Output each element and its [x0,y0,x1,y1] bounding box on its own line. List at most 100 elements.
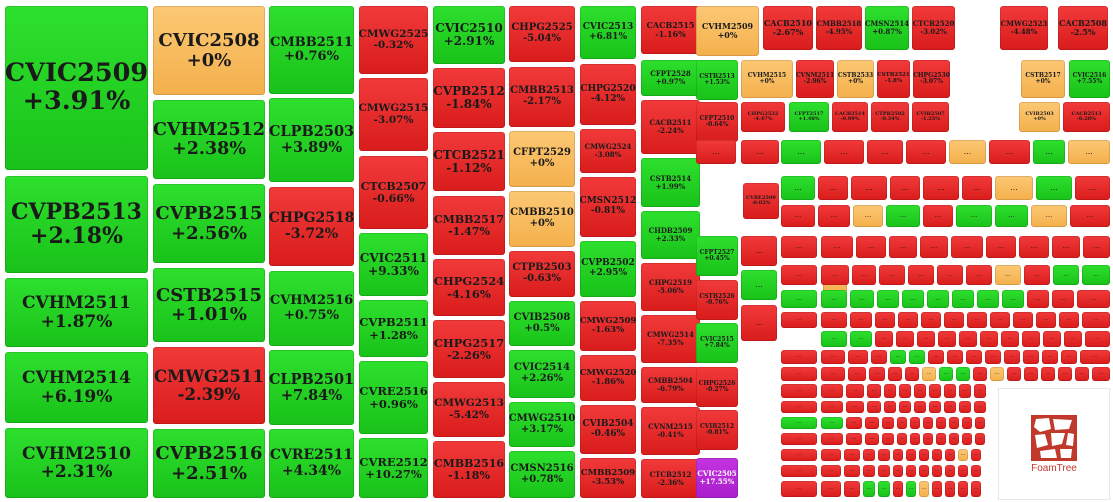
treemap-cell-collapsed[interactable]: ... [867,384,881,398]
treemap-cell-collapsed[interactable]: ... [893,481,903,497]
treemap-cell[interactable]: CHPG2517 -2.26% [433,320,505,378]
treemap-cell-collapsed[interactable]: ... [944,384,956,398]
treemap-cell[interactable]: CVHM2515 +0% [741,60,793,98]
treemap-cell-collapsed[interactable]: ... [1061,350,1077,364]
treemap-cell-collapsed[interactable]: ... [781,401,817,413]
treemap-cell[interactable]: CVPB2516 +2.51% [153,429,265,498]
treemap-cell-collapsed[interactable]: ... [919,481,929,497]
treemap-cell-collapsed[interactable]: ... [914,401,926,413]
treemap-cell-collapsed[interactable]: ... [1075,176,1110,200]
treemap-cell-collapsed[interactable]: ... [741,140,779,164]
treemap-cell[interactable]: CVIC2510 +2.91% [433,6,505,64]
treemap-cell-collapsed[interactable]: ... [781,205,815,227]
treemap-cell-collapsed[interactable]: ... [949,417,959,429]
treemap-cell-collapsed[interactable]: ... [850,290,874,308]
treemap-cell-collapsed[interactable]: ... [905,367,919,381]
treemap-cell[interactable]: CFPT2510 -0.64% [696,102,738,142]
treemap-cell[interactable]: CMSN2514 +0.87% [865,6,909,50]
treemap-cell-collapsed[interactable]: ... [932,481,942,497]
treemap-cell-collapsed[interactable]: ... [908,265,934,285]
treemap-cell[interactable]: CLPB2503 +3.89% [269,98,354,182]
treemap-cell-collapsed[interactable]: ... [824,140,864,164]
treemap-cell[interactable]: CVPB2502 +2.95% [580,241,636,297]
treemap-cell[interactable]: CVIC2513 +6.81% [580,6,636,59]
treemap-cell[interactable]: CVIC2505 +17.55% [696,458,738,498]
treemap-cell-collapsed[interactable]: ... [867,140,903,164]
treemap-cell[interactable]: CVHM2511 +1.87% [5,278,148,347]
treemap-cell-collapsed[interactable]: ... [781,312,817,328]
treemap-cell-collapsed[interactable]: ... [821,449,841,461]
treemap-cell-collapsed[interactable]: ... [945,465,955,477]
treemap-cell-collapsed[interactable]: ... [1043,331,1061,347]
treemap-cell[interactable]: CVIC2514 +2.26% [509,350,575,398]
treemap-cell-collapsed[interactable]: ... [851,176,887,200]
treemap-cell-collapsed[interactable]: ... [1033,140,1065,164]
treemap-cell-collapsed[interactable]: ... [897,433,907,445]
treemap-cell-collapsed[interactable]: ... [967,312,987,328]
treemap-cell[interactable]: CFPT2527 +0.45% [696,236,738,276]
treemap-cell-collapsed[interactable]: ... [947,350,963,364]
treemap-cell[interactable]: CMSN2516 +0.78% [509,451,575,498]
treemap-cell-collapsed[interactable]: ... [863,465,875,477]
treemap-cell[interactable]: CVIB2507 -1.25% [912,102,949,132]
treemap-cell-collapsed[interactable]: ... [863,449,875,461]
treemap-cell[interactable]: CHPG2524 -4.16% [433,259,505,316]
treemap-cell-collapsed[interactable]: ... [882,417,894,429]
treemap-cell[interactable]: CMBB2504 -6.79% [641,367,700,403]
treemap-cell-collapsed[interactable]: ... [906,140,946,164]
treemap-cell[interactable]: CSTB2517 +0% [1021,60,1065,98]
treemap-cell-collapsed[interactable]: ... [821,481,841,497]
treemap-cell-collapsed[interactable]: ... [896,331,914,347]
treemap-cell-collapsed[interactable]: ... [889,236,917,258]
treemap-cell-collapsed[interactable]: ... [944,401,956,413]
treemap-cell-collapsed[interactable]: ... [923,433,933,445]
treemap-cell[interactable]: CFPT2517 +1.48% [789,102,829,132]
treemap-cell-collapsed[interactable]: ... [914,384,926,398]
treemap-cell-collapsed[interactable]: ... [846,384,864,398]
treemap-cell[interactable]: CMBB2511 +0.76% [269,6,354,94]
treemap-cell[interactable]: CTCB2512 -2.36% [641,459,700,498]
treemap-cell-collapsed[interactable]: ... [971,481,981,497]
treemap-cell-collapsed[interactable]: ... [919,449,929,461]
treemap-cell-collapsed[interactable]: ... [966,350,982,364]
treemap-cell-collapsed[interactable]: ... [962,417,972,429]
treemap-cell[interactable]: CSTB2521 -1.8% [877,60,910,98]
treemap-cell-collapsed[interactable]: ... [985,350,1001,364]
treemap-cell[interactable]: CSTB2514 +1.99% [641,158,700,207]
treemap-cell-collapsed[interactable]: ... [865,417,879,429]
treemap-cell-collapsed[interactable]: ... [846,401,864,413]
treemap-cell-collapsed[interactable]: ... [1024,265,1050,285]
treemap-cell-collapsed[interactable]: ... [877,290,899,308]
treemap-cell-collapsed[interactable]: ... [1019,236,1049,258]
treemap-cell[interactable]: CHDB2509 +2.33% [641,211,700,259]
treemap-cell-collapsed[interactable]: ... [696,140,736,164]
treemap-cell-collapsed[interactable]: ... [890,176,920,200]
treemap-cell-collapsed[interactable]: ... [888,367,902,381]
treemap-cell-collapsed[interactable]: ... [884,384,896,398]
treemap-cell[interactable]: CVIB2508 +0.5% [509,301,575,346]
treemap-cell-collapsed[interactable]: ... [844,449,860,461]
treemap-cell-collapsed[interactable]: ... [958,449,968,461]
treemap-cell-collapsed[interactable]: ... [1007,367,1021,381]
treemap-cell-collapsed[interactable]: ... [781,417,817,429]
treemap-cell[interactable]: CACB2511 -2.24% [641,100,700,154]
treemap-cell-collapsed[interactable]: ... [1053,265,1079,285]
treemap-cell[interactable]: CMSN2512 -0.81% [580,177,636,237]
treemap-cell-collapsed[interactable]: ... [995,265,1021,285]
treemap-cell-collapsed[interactable]: ... [846,417,862,429]
treemap-cell[interactable]: CSTB2533 +0% [837,60,874,98]
treemap-cell-collapsed[interactable]: ... [821,236,853,258]
treemap-cell-collapsed[interactable]: ... [867,401,881,413]
treemap-cell-collapsed[interactable]: ... [781,384,817,398]
treemap-cell[interactable]: CMBB2516 -1.18% [433,441,505,498]
treemap-cell-collapsed[interactable]: ... [977,290,999,308]
treemap-cell-collapsed[interactable]: ... [741,305,777,341]
treemap-cell-collapsed[interactable]: ... [1036,176,1072,200]
treemap-cell-collapsed[interactable]: ... [959,331,977,347]
treemap-cell-collapsed[interactable]: ... [1052,236,1080,258]
treemap-cell-collapsed[interactable]: ... [1024,367,1038,381]
treemap-cell-collapsed[interactable]: ... [781,140,821,164]
treemap-cell[interactable]: CTCB2521 -1.12% [433,132,505,191]
treemap-cell[interactable]: CMBB2518 -4.95% [816,6,862,50]
treemap-cell-collapsed[interactable]: ... [1092,367,1110,381]
